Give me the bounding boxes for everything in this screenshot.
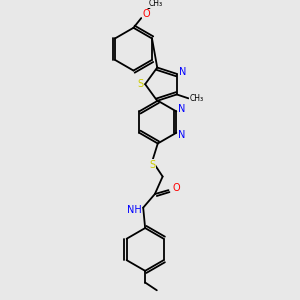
Text: O: O	[172, 183, 180, 193]
Text: N: N	[178, 130, 186, 140]
Text: CH₃: CH₃	[149, 0, 163, 8]
Text: CH₃: CH₃	[189, 94, 203, 103]
Text: N: N	[179, 67, 186, 77]
Text: NH: NH	[127, 205, 142, 214]
Text: S: S	[150, 160, 156, 170]
Text: N: N	[178, 104, 186, 115]
Text: S: S	[137, 79, 143, 89]
Text: O: O	[142, 9, 150, 19]
